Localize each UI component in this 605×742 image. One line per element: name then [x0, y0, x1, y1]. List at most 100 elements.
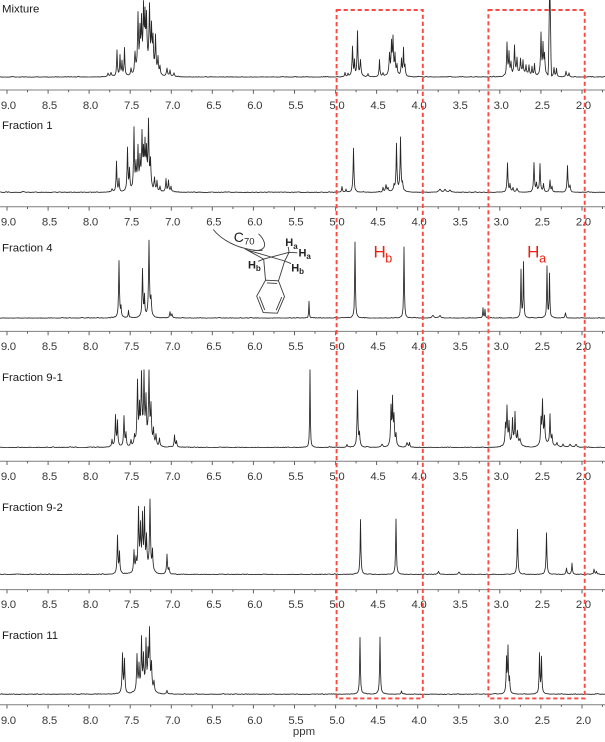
svg-text:H: H — [374, 243, 386, 262]
svg-text:C: C — [234, 229, 244, 245]
svg-text:2.5: 2.5 — [535, 599, 550, 611]
svg-text:4.5: 4.5 — [370, 715, 385, 727]
svg-text:2.5: 2.5 — [535, 715, 550, 727]
svg-text:6.0: 6.0 — [247, 217, 262, 229]
svg-text:3.0: 3.0 — [494, 341, 509, 353]
svg-text:6.0: 6.0 — [247, 341, 262, 353]
svg-text:8.5: 8.5 — [42, 341, 57, 353]
svg-text:5.5: 5.5 — [288, 471, 303, 483]
svg-text:6.5: 6.5 — [206, 217, 221, 229]
svg-text:4.5: 4.5 — [370, 217, 385, 229]
svg-text:5.5: 5.5 — [288, 100, 303, 112]
svg-text:3.0: 3.0 — [494, 100, 509, 112]
svg-text:5.5: 5.5 — [288, 341, 303, 353]
svg-text:8.0: 8.0 — [83, 599, 98, 611]
svg-text:3.0: 3.0 — [494, 471, 509, 483]
svg-text:Fraction 9-1: Fraction 9-1 — [2, 372, 63, 384]
svg-text:2.5: 2.5 — [535, 100, 550, 112]
svg-text:2.0: 2.0 — [576, 341, 591, 353]
svg-text:H: H — [285, 237, 293, 249]
svg-text:H: H — [291, 262, 299, 274]
svg-text:3.5: 3.5 — [453, 471, 468, 483]
svg-text:3.5: 3.5 — [453, 599, 468, 611]
svg-text:4.0: 4.0 — [412, 599, 427, 611]
svg-text:6.5: 6.5 — [206, 341, 221, 353]
svg-text:4.0: 4.0 — [412, 715, 427, 727]
svg-text:8.5: 8.5 — [42, 715, 57, 727]
svg-text:5.5: 5.5 — [288, 599, 303, 611]
svg-text:4.5: 4.5 — [370, 471, 385, 483]
svg-text:4.5: 4.5 — [370, 100, 385, 112]
svg-text:3.5: 3.5 — [453, 100, 468, 112]
svg-text:6.5: 6.5 — [206, 471, 221, 483]
svg-text:8.5: 8.5 — [42, 100, 57, 112]
svg-text:2.0: 2.0 — [576, 715, 591, 727]
svg-text:6.0: 6.0 — [247, 471, 262, 483]
svg-text:9.0: 9.0 — [1, 471, 16, 483]
svg-text:9.0: 9.0 — [1, 715, 16, 727]
svg-text:a: a — [293, 242, 298, 251]
svg-text:7.5: 7.5 — [124, 217, 139, 229]
svg-text:2.5: 2.5 — [535, 471, 550, 483]
svg-text:Fraction 1: Fraction 1 — [2, 120, 53, 132]
svg-text:b: b — [385, 251, 392, 265]
svg-text:9.0: 9.0 — [1, 599, 16, 611]
svg-text:3.0: 3.0 — [494, 715, 509, 727]
svg-text:ppm: ppm — [293, 726, 315, 737]
svg-text:7.0: 7.0 — [165, 341, 180, 353]
svg-text:4.0: 4.0 — [412, 100, 427, 112]
svg-text:8.5: 8.5 — [42, 471, 57, 483]
svg-text:70: 70 — [244, 236, 255, 247]
svg-text:4.0: 4.0 — [412, 341, 427, 353]
svg-text:8.5: 8.5 — [42, 217, 57, 229]
svg-text:5.5: 5.5 — [288, 217, 303, 229]
svg-text:a: a — [539, 251, 546, 265]
svg-text:3.5: 3.5 — [453, 715, 468, 727]
svg-text:9.0: 9.0 — [1, 217, 16, 229]
svg-text:4.5: 4.5 — [370, 599, 385, 611]
svg-text:7.0: 7.0 — [165, 599, 180, 611]
svg-text:7.0: 7.0 — [165, 471, 180, 483]
svg-text:6.5: 6.5 — [206, 715, 221, 727]
svg-text:H: H — [527, 243, 539, 262]
svg-text:7.5: 7.5 — [124, 341, 139, 353]
svg-text:Mixture: Mixture — [2, 4, 39, 16]
svg-text:6.0: 6.0 — [247, 100, 262, 112]
svg-text:9.0: 9.0 — [1, 100, 16, 112]
svg-text:2.0: 2.0 — [576, 100, 591, 112]
svg-text:4.0: 4.0 — [412, 471, 427, 483]
svg-text:9.0: 9.0 — [1, 341, 16, 353]
svg-text:Fraction 4: Fraction 4 — [2, 243, 53, 255]
svg-text:a: a — [306, 252, 311, 261]
svg-text:2.0: 2.0 — [576, 599, 591, 611]
svg-text:5.0: 5.0 — [329, 715, 344, 727]
svg-text:2.5: 2.5 — [535, 217, 550, 229]
svg-text:3.5: 3.5 — [453, 217, 468, 229]
svg-text:6.0: 6.0 — [247, 599, 262, 611]
svg-text:7.5: 7.5 — [124, 599, 139, 611]
svg-text:7.5: 7.5 — [124, 471, 139, 483]
svg-text:5.0: 5.0 — [329, 100, 344, 112]
svg-text:Fraction 11: Fraction 11 — [2, 630, 58, 642]
svg-text:6.0: 6.0 — [247, 715, 262, 727]
svg-text:3.0: 3.0 — [494, 217, 509, 229]
svg-text:b: b — [256, 264, 261, 273]
svg-text:3.5: 3.5 — [453, 341, 468, 353]
svg-text:7.0: 7.0 — [165, 100, 180, 112]
svg-text:b: b — [299, 267, 304, 276]
svg-text:8.0: 8.0 — [83, 715, 98, 727]
svg-text:2.5: 2.5 — [535, 341, 550, 353]
svg-text:7.0: 7.0 — [165, 715, 180, 727]
svg-text:5.0: 5.0 — [329, 217, 344, 229]
svg-text:8.0: 8.0 — [83, 341, 98, 353]
svg-text:H: H — [248, 259, 256, 271]
svg-text:H: H — [299, 248, 307, 260]
svg-text:6.5: 6.5 — [206, 100, 221, 112]
svg-text:4.5: 4.5 — [370, 341, 385, 353]
svg-text:5.5: 5.5 — [288, 715, 303, 727]
svg-text:7.0: 7.0 — [165, 217, 180, 229]
svg-text:2.0: 2.0 — [576, 471, 591, 483]
svg-text:Fraction 9-2: Fraction 9-2 — [2, 502, 63, 514]
svg-text:8.0: 8.0 — [83, 217, 98, 229]
svg-text:3.0: 3.0 — [494, 599, 509, 611]
